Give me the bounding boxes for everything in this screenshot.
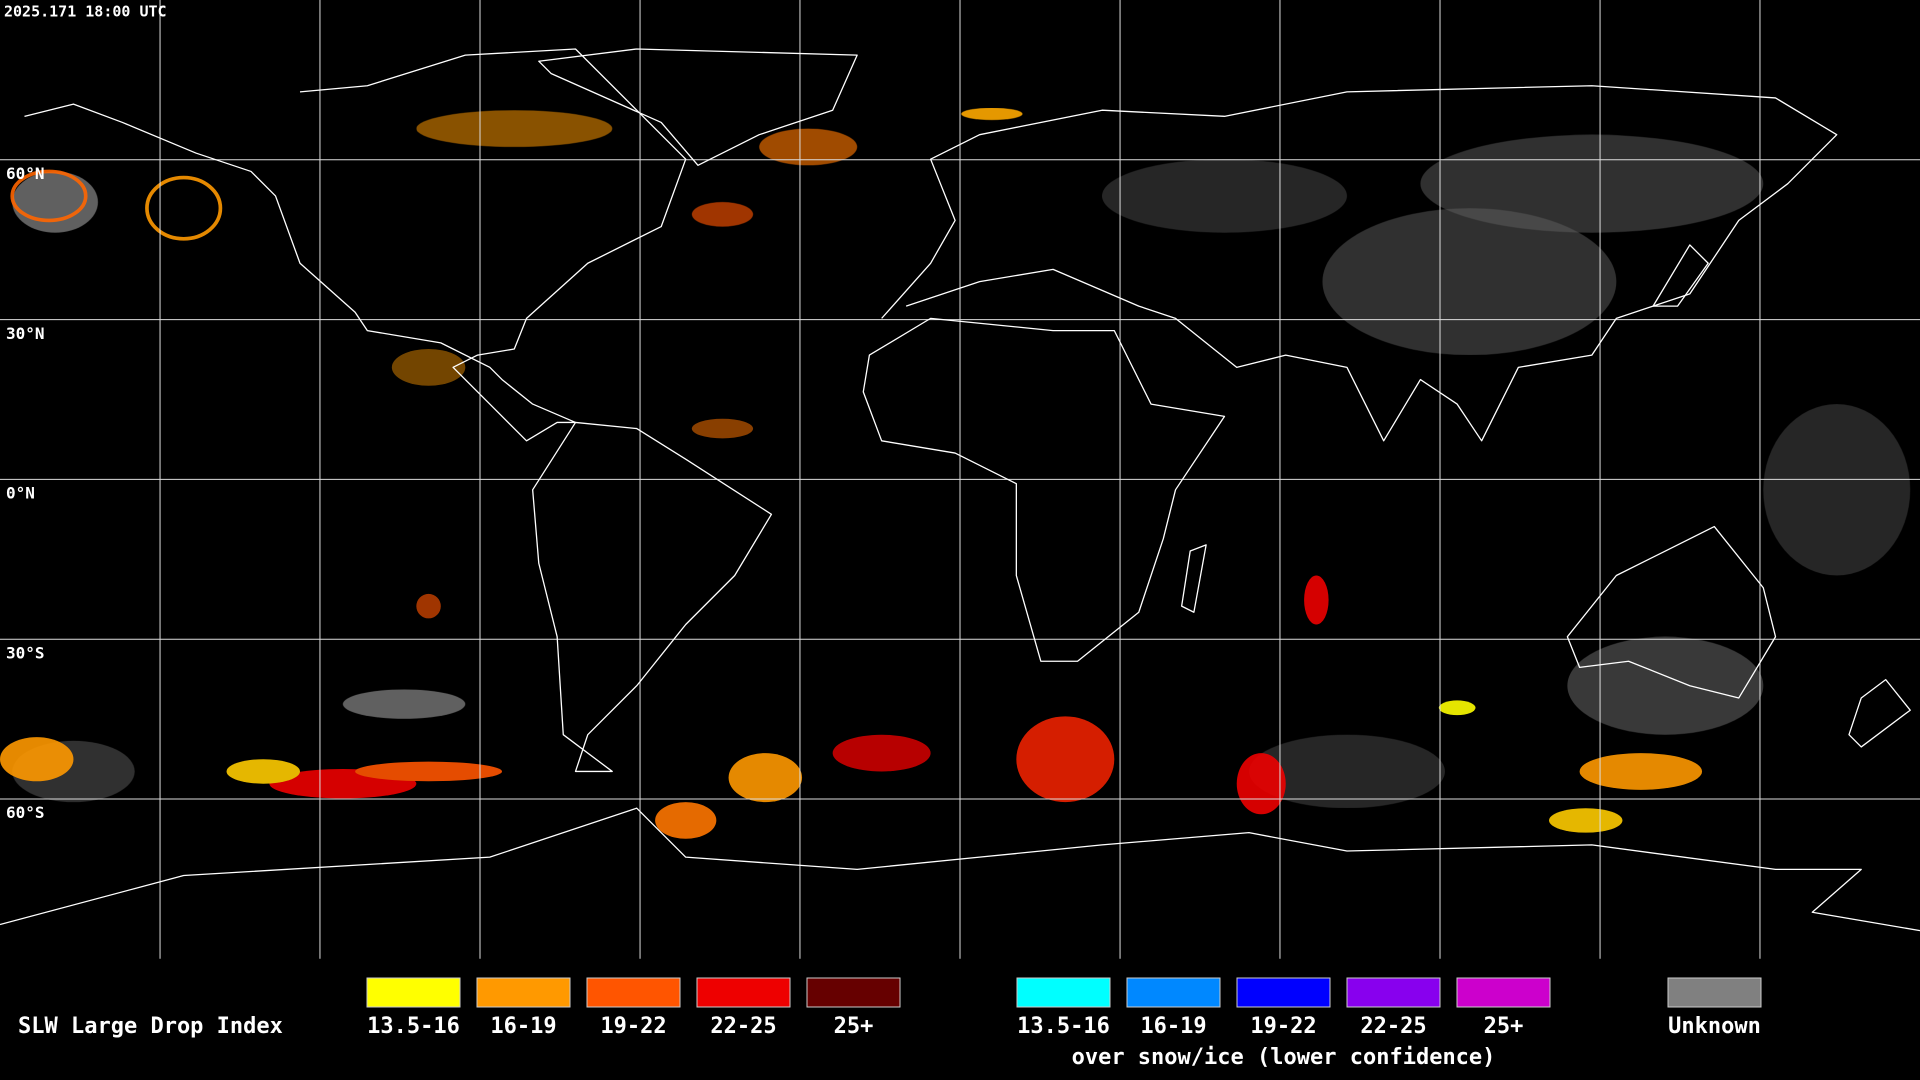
latitude-label: 30°N [6, 324, 45, 343]
latitude-labels: 60°N 30°N 0°N 30°S 60°S [6, 164, 45, 822]
latitude-label: 60°S [6, 803, 45, 822]
legend-label: 25+ [834, 1014, 874, 1039]
legend-title: SLW Large Drop Index [18, 1014, 283, 1039]
legend-swatch [1016, 977, 1111, 1008]
legend-label: 16-19 [490, 1014, 556, 1039]
legend: SLW Large Drop Index 13.5-16 16-19 19-22 22… [18, 977, 1762, 1070]
legend-label: 13.5-16 [1017, 1014, 1110, 1039]
legend-swatch [1667, 977, 1762, 1008]
legend-label: 13.5-16 [367, 1014, 460, 1039]
graticule [0, 0, 1920, 959]
legend-swatch [1236, 977, 1331, 1008]
legend-label: 22-25 [710, 1014, 776, 1039]
legend-caption: over snow/ice (lower confidence) [1072, 1045, 1496, 1070]
latitude-label: 30°S [6, 643, 45, 662]
map [0, 0, 1920, 959]
legend-swatch [586, 977, 681, 1008]
legend-swatch [1456, 977, 1551, 1008]
legend-swatch [476, 977, 571, 1008]
timestamp: 2025.171 18:00 UTC [4, 3, 167, 21]
latitude-label: 0°N [6, 484, 35, 503]
legend-swatch [696, 977, 791, 1008]
coastlines [0, 49, 1920, 931]
legend-label: 19-22 [1250, 1014, 1316, 1039]
cloud-patches [0, 107, 1911, 839]
legend-label: 16-19 [1140, 1014, 1206, 1039]
legend-swatch [366, 977, 461, 1008]
legend-swatch [1126, 977, 1221, 1008]
latitude-label: 60°N [6, 164, 45, 183]
legend-label: Unknown [1668, 1014, 1761, 1039]
legend-label: 19-22 [600, 1014, 666, 1039]
legend-swatch [806, 977, 901, 1008]
legend-label: 22-25 [1360, 1014, 1426, 1039]
legend-swatch [1346, 977, 1441, 1008]
legend-label: 25+ [1484, 1014, 1524, 1039]
